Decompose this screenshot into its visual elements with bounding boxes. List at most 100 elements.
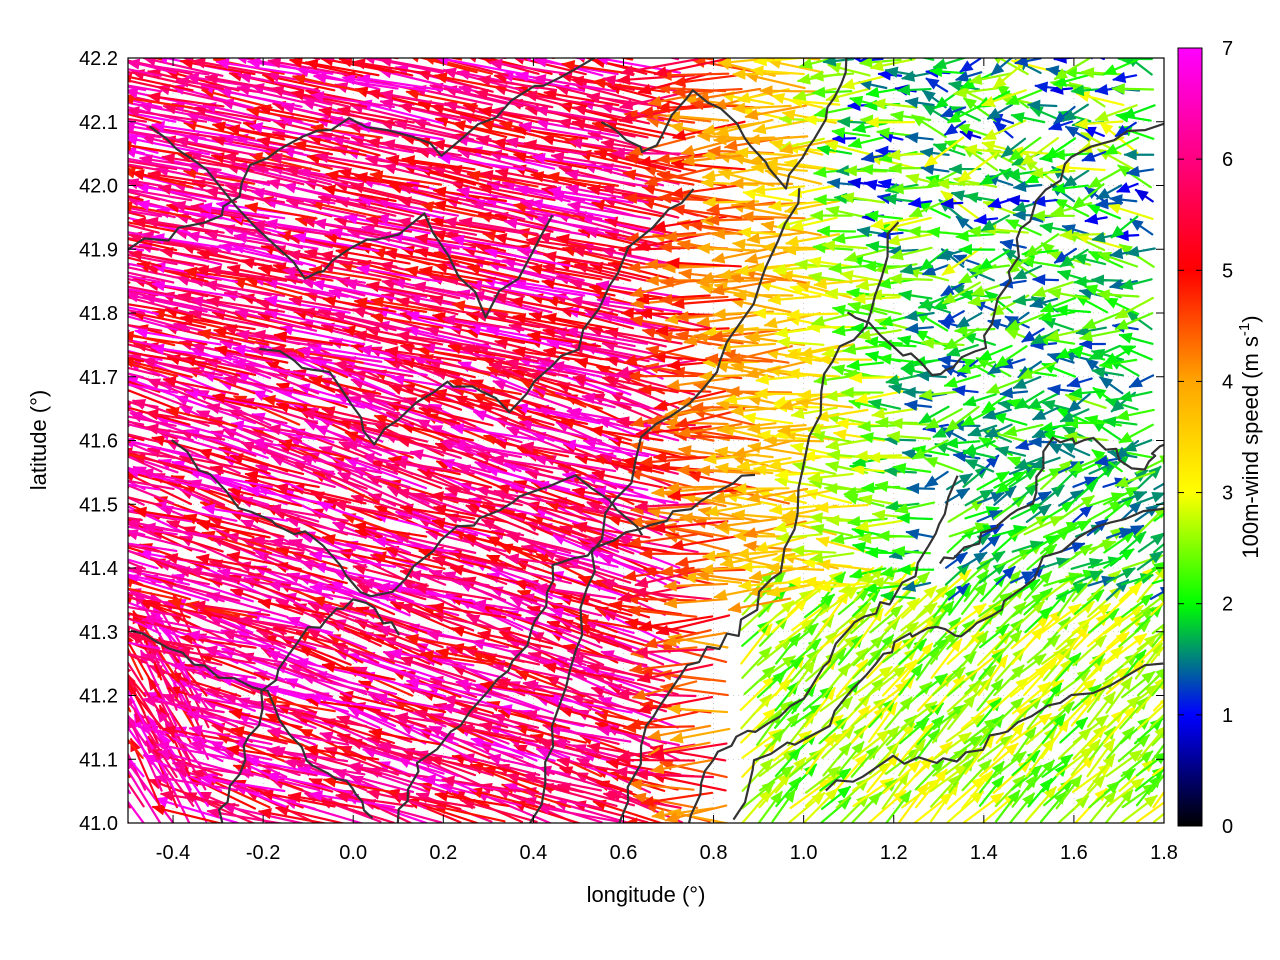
wind-vector-head: [112, 544, 126, 555]
wind-vector: [570, 693, 651, 714]
wind-vector-head: [55, 422, 69, 433]
wind-vector-head: [614, 766, 628, 778]
wind-vector-head: [434, 790, 449, 802]
wind-vector-head: [898, 790, 912, 805]
wind-vector: [1086, 753, 1116, 792]
wind-vector: [1086, 738, 1116, 778]
wind-vector-shaft: [377, 743, 459, 761]
wind-vector-head: [837, 785, 852, 799]
wind-vector: [900, 722, 934, 762]
wind-vector-head: [1130, 777, 1145, 791]
wind-vector-head: [319, 731, 334, 743]
wind-vector: [664, 804, 728, 823]
wind-vector-head: [853, 725, 867, 740]
wind-vector: [128, 613, 131, 617]
wind-vector-head: [373, 692, 388, 705]
wind-vector: [288, 709, 368, 728]
wind-vector-head: [91, 657, 102, 671]
wind-vector-head: [1165, 727, 1177, 741]
wind-vector-head: [1075, 795, 1090, 809]
wind-vector-head: [128, 697, 136, 708]
wind-vector-shaft: [339, 692, 414, 713]
wind-vector-shaft: [283, 760, 366, 776]
wind-vector-head: [949, 638, 963, 653]
wind-vector-head: [1068, 652, 1082, 667]
wind-vector-head: [72, 529, 86, 540]
wind-vector-shaft: [1151, 679, 1164, 697]
wind-vector-head: [442, 694, 457, 706]
wind-vector-head: [803, 763, 818, 777]
wind-vector-head: [1053, 790, 1067, 805]
wind-vector: [274, 805, 347, 823]
wind-vector: [976, 697, 1002, 728]
wind-vector-head: [1094, 787, 1108, 802]
wind-vector: [203, 645, 287, 665]
wind-vector-shaft: [245, 758, 332, 778]
wind-vector: [743, 665, 776, 696]
wind-vector-head: [1080, 693, 1094, 708]
wind-vector: [897, 782, 929, 823]
wind-vector: [1072, 714, 1109, 744]
wind-vector-head: [1163, 766, 1164, 767]
wind-vector: [992, 722, 1025, 762]
wind-vector-shaft: [154, 797, 239, 823]
wind-vector-head: [669, 732, 684, 744]
wind-vector-head: [1123, 705, 1137, 720]
wind-vector-shaft: [226, 747, 301, 761]
wind-vector-head: [257, 807, 272, 820]
wind-vector-head: [1042, 737, 1055, 752]
wind-vector-head: [586, 742, 601, 754]
wind-vector-shaft: [263, 698, 336, 713]
wind-vector: [128, 472, 131, 475]
wind-vector-head: [616, 750, 631, 762]
wind-vector-head: [274, 805, 290, 817]
wind-vector-head: [968, 680, 982, 694]
wind-vector-shaft: [332, 643, 411, 667]
wind-vector: [186, 709, 272, 728]
wind-vector: [1041, 754, 1074, 778]
wind-vector-head: [128, 668, 132, 673]
wind-vector: [335, 791, 414, 808]
wind-vector: [1152, 790, 1164, 809]
wind-vector-head: [896, 771, 910, 786]
wind-vector-shaft: [128, 652, 160, 664]
wind-vector-head: [837, 662, 851, 677]
wind-vector: [1024, 786, 1057, 823]
wind-vector: [804, 766, 841, 794]
wind-vector-head: [873, 706, 887, 720]
wind-vector-shaft: [128, 760, 175, 823]
wind-vector-shaft: [461, 799, 538, 823]
wind-vector: [1041, 658, 1073, 696]
wind-vector: [266, 727, 350, 746]
wind-vector-head: [470, 736, 485, 748]
wind-vector-head: [48, 567, 62, 578]
wind-vector-head: [69, 470, 83, 481]
wind-vector: [542, 662, 619, 681]
wind-vector-shaft: [617, 758, 696, 762]
wind-vector: [1073, 774, 1106, 810]
wind-vector-head: [855, 658, 869, 673]
wind-vector-head: [505, 772, 520, 784]
wind-vector-shaft: [155, 775, 239, 792]
wind-vector: [1087, 691, 1116, 728]
wind-vector-head: [159, 790, 174, 802]
wind-vector-head: [631, 689, 647, 701]
wind-vector: [1086, 645, 1124, 680]
wind-vector-shaft: [142, 698, 225, 714]
wind-vector: [368, 728, 443, 746]
wind-vector-head: [90, 716, 102, 730]
wind-vector-head: [130, 737, 141, 753]
wind-vector-head: [1060, 779, 1074, 793]
wind-vector: [933, 731, 972, 761]
wind-vector-head: [954, 764, 969, 777]
wind-vector-shaft: [143, 691, 224, 727]
wind-vector-head: [650, 763, 665, 775]
wind-vector: [1151, 727, 1177, 762]
wind-vector: [128, 668, 162, 730]
wind-vector: [1105, 676, 1133, 714]
wind-vector-head: [837, 797, 852, 810]
wind-vector-head: [1035, 665, 1049, 679]
wind-vector: [470, 736, 556, 762]
wind-vector-shaft: [128, 751, 147, 791]
